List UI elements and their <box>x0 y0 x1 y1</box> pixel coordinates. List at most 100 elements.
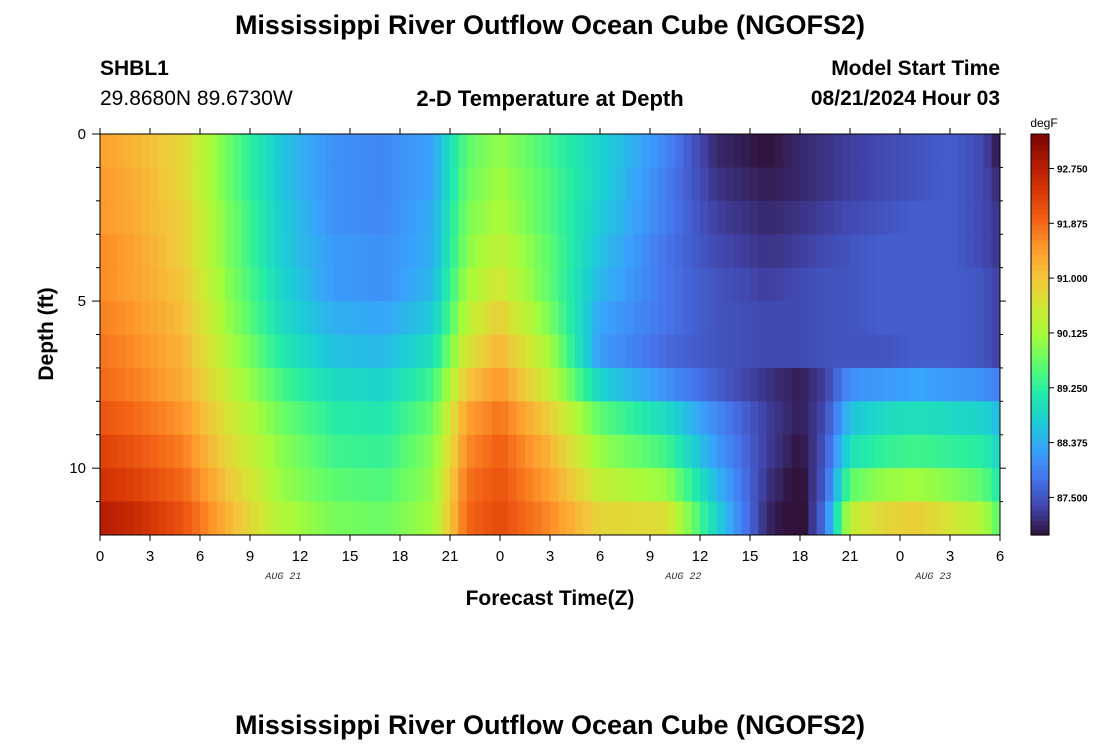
heatmap-cell <box>400 501 409 535</box>
heatmap-cell <box>300 301 309 336</box>
heatmap-cell <box>633 301 643 336</box>
heatmap-cell <box>766 401 776 436</box>
colorbar-swatch <box>1031 479 1049 486</box>
heatmap-cell <box>733 234 743 269</box>
heatmap-cell <box>483 334 493 369</box>
heatmap-cell <box>416 267 426 302</box>
heatmap-cell <box>391 367 401 402</box>
heatmap-cell <box>833 367 843 402</box>
heatmap-cell <box>525 267 534 302</box>
heatmap-cell <box>308 434 318 469</box>
heatmap-cell <box>483 267 493 302</box>
heatmap-cell <box>191 267 201 302</box>
heatmap-cell <box>508 301 518 336</box>
heatmap-cell <box>575 468 584 503</box>
colorbar-swatch <box>1031 164 1049 170</box>
heatmap-cell <box>741 134 751 169</box>
heatmap-cell <box>416 200 426 235</box>
heatmap-cell <box>200 301 209 336</box>
heatmap-cell <box>525 334 534 369</box>
heatmap-cell <box>683 301 693 336</box>
heatmap-cell <box>608 334 618 369</box>
heatmap-cell <box>825 401 834 436</box>
heatmap-cell <box>950 334 959 369</box>
colorbar-unit: degF <box>1030 116 1057 130</box>
heatmap-cell <box>666 167 676 202</box>
heatmap-cell <box>575 401 584 436</box>
heatmap-cell <box>616 468 626 503</box>
colorbar-swatch <box>1031 279 1049 285</box>
colorbar-swatch <box>1031 154 1049 160</box>
heatmap-cell <box>408 434 418 469</box>
heatmap-cell <box>866 267 876 302</box>
heatmap-cell <box>166 301 176 336</box>
heatmap-cell <box>983 134 993 169</box>
heatmap-cell <box>383 234 393 269</box>
heatmap-cell <box>766 434 776 469</box>
heatmap-cell <box>591 468 601 503</box>
heatmap-cell <box>116 501 126 535</box>
heatmap-cell <box>933 234 943 269</box>
heatmap-cell <box>941 334 951 369</box>
heatmap-cell <box>200 468 209 503</box>
heatmap-cell <box>441 301 451 336</box>
heatmap-cell <box>475 434 484 469</box>
heatmap-cell <box>483 367 493 402</box>
heatmap-cell <box>116 200 126 235</box>
heatmap-cell <box>616 134 626 169</box>
heatmap-cell <box>341 334 351 369</box>
heatmap-cell <box>725 234 734 269</box>
heatmap-cell <box>916 434 926 469</box>
heatmap-cell <box>666 401 676 436</box>
heatmap-cell <box>791 234 801 269</box>
heatmap-cell <box>875 301 884 336</box>
heatmap-cell <box>275 334 284 369</box>
heatmap-cell <box>233 434 243 469</box>
heatmap-cell <box>716 267 726 302</box>
heatmap-cell <box>350 200 359 235</box>
heatmap-cell <box>316 200 326 235</box>
heatmap-cell <box>950 301 959 336</box>
heatmap-cell <box>558 367 568 402</box>
heatmap-cell <box>258 200 268 235</box>
heatmap-cell <box>941 167 951 202</box>
heatmap-cell <box>633 200 643 235</box>
heatmap-cell <box>675 200 684 235</box>
heatmap-cell <box>975 267 984 302</box>
heatmap-cell <box>316 367 326 402</box>
heatmap-cell <box>900 167 909 202</box>
heatmap-cell <box>866 234 876 269</box>
heatmap-cell <box>916 200 926 235</box>
x-tick-label: 6 <box>996 548 1004 565</box>
heatmap-cell <box>425 234 434 269</box>
heatmap-cell <box>933 434 943 469</box>
heatmap-cell <box>883 167 893 202</box>
heatmap-cell <box>408 267 418 302</box>
heatmap-cell <box>258 267 268 302</box>
heatmap-cell <box>783 468 793 503</box>
heatmap-cell <box>441 468 451 503</box>
heatmap-cell <box>841 301 851 336</box>
heatmap-cell <box>541 468 551 503</box>
heatmap-cell <box>141 267 151 302</box>
heatmap-cell <box>750 267 759 302</box>
heatmap-cell <box>800 468 809 503</box>
heatmap-cell <box>825 134 834 169</box>
heatmap-cell <box>258 234 268 269</box>
heatmap-cell <box>158 468 168 503</box>
heatmap-cell <box>733 301 743 336</box>
heatmap-cell <box>625 234 634 269</box>
heatmap-cell <box>158 267 168 302</box>
heatmap-cell <box>508 434 518 469</box>
heatmap-cell <box>500 401 509 436</box>
heatmap-cell <box>433 167 443 202</box>
heatmap-cell <box>316 468 326 503</box>
heatmap-cell <box>391 301 401 336</box>
colorbar-tick-label: 87.500 <box>1057 493 1088 504</box>
heatmap-cell <box>858 468 868 503</box>
heatmap-cell <box>366 367 376 402</box>
heatmap-cell <box>275 501 284 535</box>
heatmap-cell <box>575 200 584 235</box>
heatmap-cell <box>891 267 901 302</box>
